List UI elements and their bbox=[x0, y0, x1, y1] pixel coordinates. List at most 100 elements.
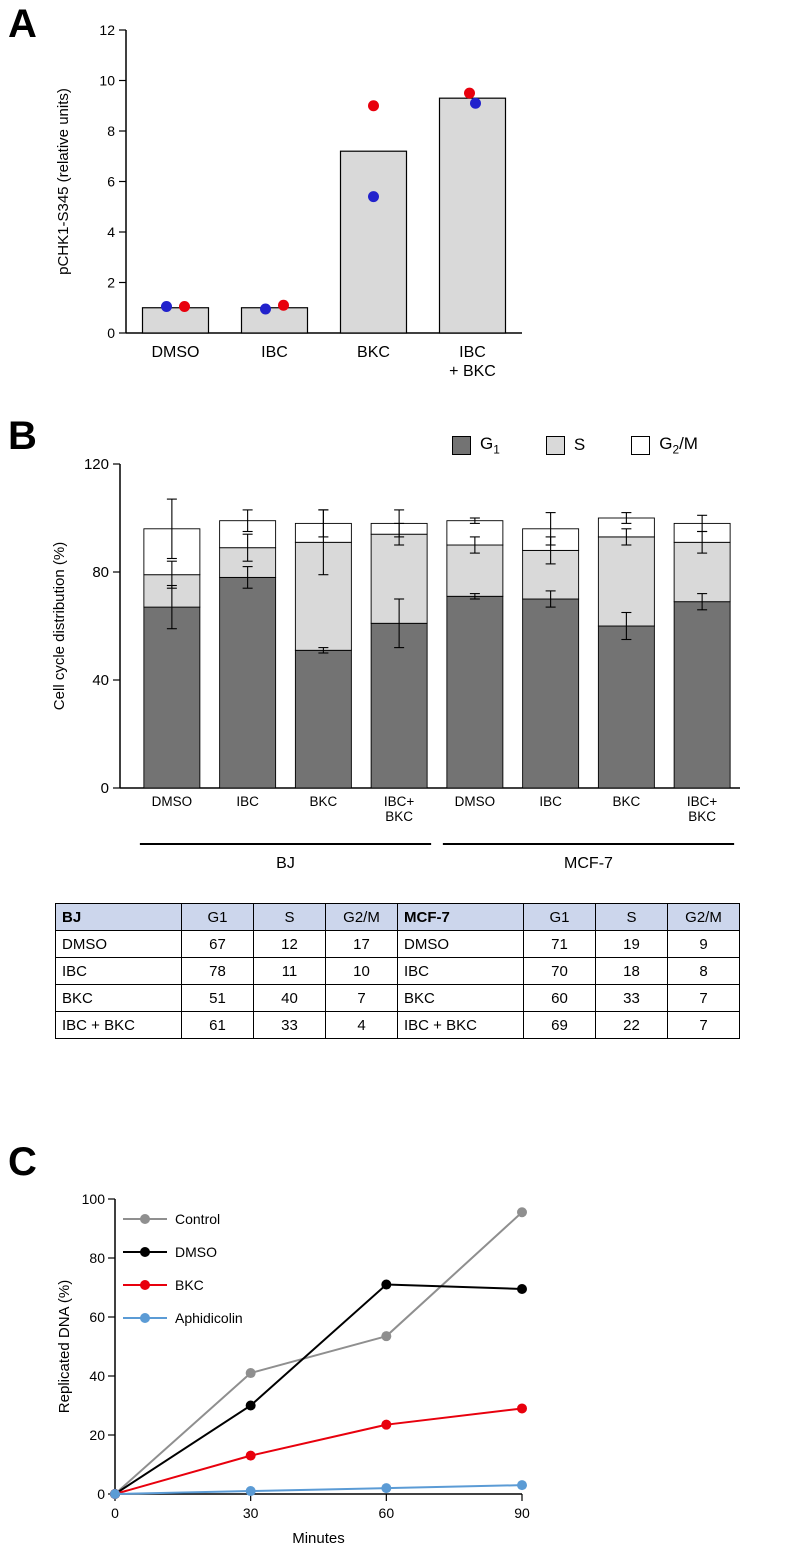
legend-swatch bbox=[452, 435, 471, 455]
table-cell: BKC bbox=[397, 984, 524, 1012]
legend-item-s: S bbox=[545, 435, 585, 455]
legend-swatch bbox=[545, 435, 565, 455]
y-tick-label: 80 bbox=[89, 1250, 105, 1266]
marker-dmso bbox=[245, 1400, 256, 1411]
series-line-dmso bbox=[114, 1283, 523, 1495]
x-category-label: DMSO bbox=[455, 794, 496, 809]
segment-G1 bbox=[446, 595, 504, 789]
y-tick-label: 0 bbox=[97, 1486, 105, 1502]
table-cell: 7 bbox=[667, 1011, 740, 1039]
table-cell: 12 bbox=[253, 930, 326, 958]
y-axis-title: pCHK1-S345 (relative units) bbox=[55, 88, 72, 275]
segment-G1 bbox=[522, 598, 580, 789]
x-category-label: IBC bbox=[236, 794, 259, 809]
x-tick-label: 30 bbox=[243, 1505, 259, 1521]
table-header-cell: G2/M bbox=[667, 903, 740, 931]
table-header-cell: G1 bbox=[523, 903, 596, 931]
y-tick-label: 0 bbox=[101, 780, 109, 797]
table-cell: 67 bbox=[181, 930, 254, 958]
table-cell: 69 bbox=[523, 1011, 596, 1039]
legend-marker bbox=[140, 1214, 150, 1224]
data-point bbox=[464, 87, 475, 99]
marker-bkc bbox=[517, 1403, 527, 1414]
table-cell: 10 bbox=[325, 957, 398, 985]
x-tick-label: 90 bbox=[514, 1505, 530, 1521]
bar-BKC bbox=[339, 150, 408, 334]
legend-label: Aphidicolin bbox=[175, 1310, 243, 1326]
table-row: IBC 78 11 10 IBC 70 18 8 bbox=[55, 957, 740, 985]
x-category-label: BKC bbox=[612, 794, 640, 809]
marker-dmso bbox=[517, 1283, 527, 1294]
marker-dmso bbox=[381, 1279, 392, 1290]
table-row: DMSO 67 12 17 DMSO 71 19 9 bbox=[55, 930, 740, 958]
x-tick-label: 60 bbox=[379, 1505, 395, 1521]
table-cell: 19 bbox=[595, 930, 668, 958]
panel-a-bar-chart: 0 2 4 6 8 10 12 DMSO IBC BKC IBC + BKC pCHK1-S345 (r… bbox=[55, 22, 522, 380]
y-tick-label: 4 bbox=[107, 224, 115, 240]
legend-label: BKC bbox=[175, 1277, 204, 1293]
cell-cycle-table: BJ G1 S G2/M MCF-7 G1 S G2/M DMSO 67 12 17 DMSO 71 19 9… bbox=[55, 903, 740, 1039]
x-category-label: DMSO bbox=[152, 794, 193, 809]
legend-label: DMSO bbox=[175, 1244, 217, 1260]
x-category-label: BKC bbox=[385, 809, 413, 824]
table-cell: 33 bbox=[595, 984, 668, 1012]
table-header-row: BJ G1 S G2/M MCF-7 G1 S G2/M bbox=[55, 903, 740, 931]
table-header-cell: MCF-7 bbox=[397, 903, 524, 931]
y-tick-label: 100 bbox=[82, 1191, 106, 1207]
table-cell: DMSO bbox=[55, 930, 182, 958]
table-cell: 9 bbox=[667, 930, 740, 958]
legend-label: G1 bbox=[480, 434, 500, 457]
x-category-label: IBC bbox=[459, 344, 486, 361]
series-line-control bbox=[114, 1211, 523, 1495]
marker-aphidicolin bbox=[245, 1486, 256, 1497]
bar-IBC bbox=[438, 97, 507, 334]
x-category-label: IBC+ bbox=[687, 794, 718, 809]
panel-c-line-chart: 0 20 40 60 80 100 0 30 60 90 Control DMSO BKC Aphidic… bbox=[56, 1191, 530, 1547]
table-cell: 7 bbox=[667, 984, 740, 1012]
data-point bbox=[161, 300, 172, 312]
group-label: MCF-7 bbox=[564, 855, 613, 872]
segment-G1 bbox=[370, 622, 428, 789]
data-point bbox=[368, 191, 379, 203]
legend-label: G2/M bbox=[659, 434, 698, 457]
panel-a-label: A bbox=[8, 2, 37, 46]
y-tick-label: 40 bbox=[92, 672, 109, 689]
table-cell: 40 bbox=[253, 984, 326, 1012]
table-header-cell: S bbox=[253, 903, 326, 931]
x-category-label: BKC bbox=[688, 809, 716, 824]
table-cell: IBC + BKC bbox=[397, 1011, 524, 1039]
x-category-label: IBC bbox=[261, 344, 288, 361]
data-point bbox=[179, 300, 190, 312]
y-tick-label: 60 bbox=[89, 1309, 105, 1325]
table-cell: 60 bbox=[523, 984, 596, 1012]
y-tick-label: 0 bbox=[107, 325, 115, 341]
segment-G1 bbox=[219, 576, 277, 789]
x-category-label: DMSO bbox=[152, 344, 200, 361]
x-category-label: BKC bbox=[309, 794, 337, 809]
legend-marker bbox=[140, 1247, 150, 1257]
table-row: IBC + BKC 61 33 4 IBC + BKC 69 22 7 bbox=[55, 1011, 740, 1039]
y-axis-title: Replicated DNA (%) bbox=[56, 1280, 73, 1413]
y-tick-label: 8 bbox=[107, 123, 115, 139]
x-tick-label: 0 bbox=[111, 1505, 119, 1521]
marker-aphidicolin bbox=[110, 1489, 120, 1499]
marker-bkc bbox=[245, 1450, 256, 1461]
legend-swatch bbox=[631, 435, 651, 455]
marker-bkc bbox=[381, 1419, 392, 1430]
table-cell: 8 bbox=[667, 957, 740, 985]
table-cell: 7 bbox=[325, 984, 398, 1012]
x-category-label: IBC bbox=[539, 794, 562, 809]
segment-G1 bbox=[597, 625, 655, 789]
segment-G1 bbox=[294, 649, 352, 789]
bar-IBC bbox=[240, 307, 309, 334]
table-cell: 70 bbox=[523, 957, 596, 985]
legend-item-g2m: G2/M bbox=[631, 434, 698, 456]
table-cell: 17 bbox=[325, 930, 398, 958]
table-cell: IBC bbox=[397, 957, 524, 985]
y-tick-label: 80 bbox=[92, 564, 109, 581]
series-line-aphidicolin bbox=[114, 1484, 523, 1495]
table-cell: 61 bbox=[181, 1011, 254, 1039]
marker-control bbox=[517, 1207, 527, 1218]
y-tick-label: 12 bbox=[99, 22, 115, 38]
data-point bbox=[260, 303, 271, 315]
